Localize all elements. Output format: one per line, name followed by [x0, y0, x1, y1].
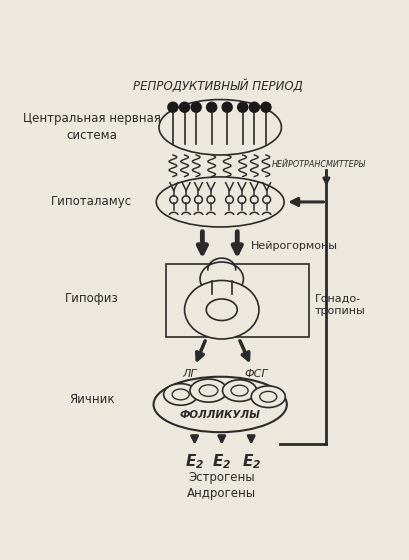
Ellipse shape: [153, 377, 286, 432]
Circle shape: [167, 102, 178, 112]
Ellipse shape: [172, 389, 189, 400]
Text: Яичник: Яичник: [69, 393, 114, 407]
Circle shape: [179, 102, 189, 112]
Text: Гипофиз: Гипофиз: [65, 292, 118, 305]
Text: $\bfit{E}_2$: $\bfit{E}_2$: [184, 452, 204, 471]
Text: Центральная нервная
система: Центральная нервная система: [22, 112, 160, 142]
Ellipse shape: [200, 262, 243, 296]
Text: Гипоталамус: Гипоталамус: [51, 195, 132, 208]
Ellipse shape: [231, 385, 247, 396]
Ellipse shape: [259, 391, 276, 402]
Text: ЛГ: ЛГ: [182, 369, 196, 379]
Ellipse shape: [189, 379, 227, 402]
Bar: [166, 264, 308, 337]
Text: $\bfit{E}_2$: $\bfit{E}_2$: [211, 452, 231, 471]
Ellipse shape: [222, 380, 256, 402]
Ellipse shape: [251, 386, 285, 408]
Text: ФОЛЛИКУЛЫ: ФОЛЛИКУЛЫ: [179, 410, 260, 420]
Text: РЕПРОДУКТИВНЫЙ ПЕРИОД: РЕПРОДУКТИВНЫЙ ПЕРИОД: [133, 80, 302, 93]
Circle shape: [191, 102, 201, 112]
Text: ФСГ: ФСГ: [244, 369, 268, 379]
Text: Гонадо-
тропины: Гонадо- тропины: [314, 293, 364, 315]
Ellipse shape: [163, 384, 197, 405]
Ellipse shape: [206, 299, 237, 320]
Text: Нейрогормоны: Нейрогормоны: [251, 241, 337, 251]
Circle shape: [260, 102, 270, 112]
Circle shape: [249, 102, 259, 112]
Circle shape: [206, 102, 216, 112]
Ellipse shape: [184, 281, 258, 339]
Text: $\bfit{E}_2$: $\bfit{E}_2$: [241, 452, 260, 471]
Circle shape: [237, 102, 247, 112]
Circle shape: [222, 102, 231, 112]
Text: НЕЙРОТРАНСМИТТЕРЫ: НЕЙРОТРАНСМИТТЕРЫ: [271, 160, 364, 169]
Text: Эстрогены
Андрогены: Эстрогены Андрогены: [187, 470, 256, 500]
Ellipse shape: [156, 177, 283, 227]
Ellipse shape: [159, 100, 281, 155]
Ellipse shape: [199, 385, 217, 396]
